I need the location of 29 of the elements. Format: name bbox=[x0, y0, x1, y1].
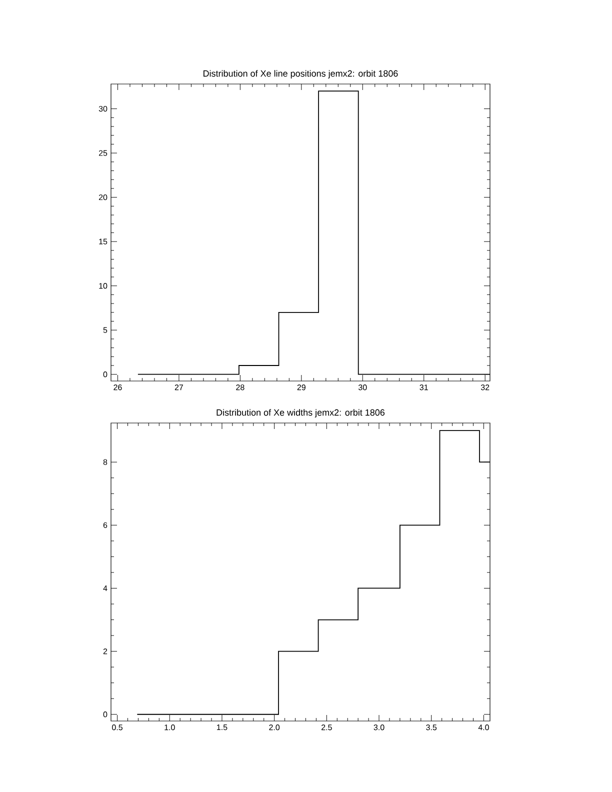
y-tick-label: 0 bbox=[103, 712, 108, 718]
x-tick-label: 31 bbox=[420, 384, 428, 390]
x-tick-label: 2.5 bbox=[322, 724, 332, 730]
x-tick-label: 27 bbox=[174, 384, 184, 390]
y-tick-label: 20 bbox=[98, 194, 108, 200]
y-tick-label: 15 bbox=[99, 238, 108, 244]
y-tick-label: 2 bbox=[103, 648, 108, 654]
chart-title: Distribution of Xe line positions jemx2: orbit 1806 bbox=[204, 70, 398, 78]
y-tick-label: 4 bbox=[103, 585, 108, 591]
x-tick-label: 2.0 bbox=[269, 724, 280, 730]
x-tick-label: 3.0 bbox=[374, 724, 384, 730]
x-tick-label: 32 bbox=[480, 384, 490, 390]
y-tick-label: 6 bbox=[103, 522, 108, 528]
x-tick-label: 26 bbox=[114, 384, 122, 390]
y-tick-label: 5 bbox=[103, 327, 108, 333]
y-tick-label: 8 bbox=[103, 459, 108, 465]
x-tick-label: 4.0 bbox=[478, 724, 489, 730]
x-tick-label: 1.5 bbox=[217, 724, 228, 730]
chart-title: Distribution of Xe widths jemx2: orbit 1806 bbox=[216, 409, 385, 418]
y-tick-label: 0 bbox=[103, 372, 108, 378]
x-tick-label: 29 bbox=[297, 384, 306, 390]
y-tick-label: 30 bbox=[98, 106, 108, 112]
x-tick-label: 28 bbox=[236, 384, 244, 390]
x-tick-label: 30 bbox=[358, 384, 367, 390]
x-tick-label: 3.5 bbox=[426, 724, 437, 730]
y-tick-label: 25 bbox=[98, 150, 108, 156]
x-tick-label: 1.0 bbox=[164, 724, 175, 730]
y-tick-label: 10 bbox=[99, 283, 108, 289]
x-tick-label: 0.5 bbox=[112, 724, 122, 730]
